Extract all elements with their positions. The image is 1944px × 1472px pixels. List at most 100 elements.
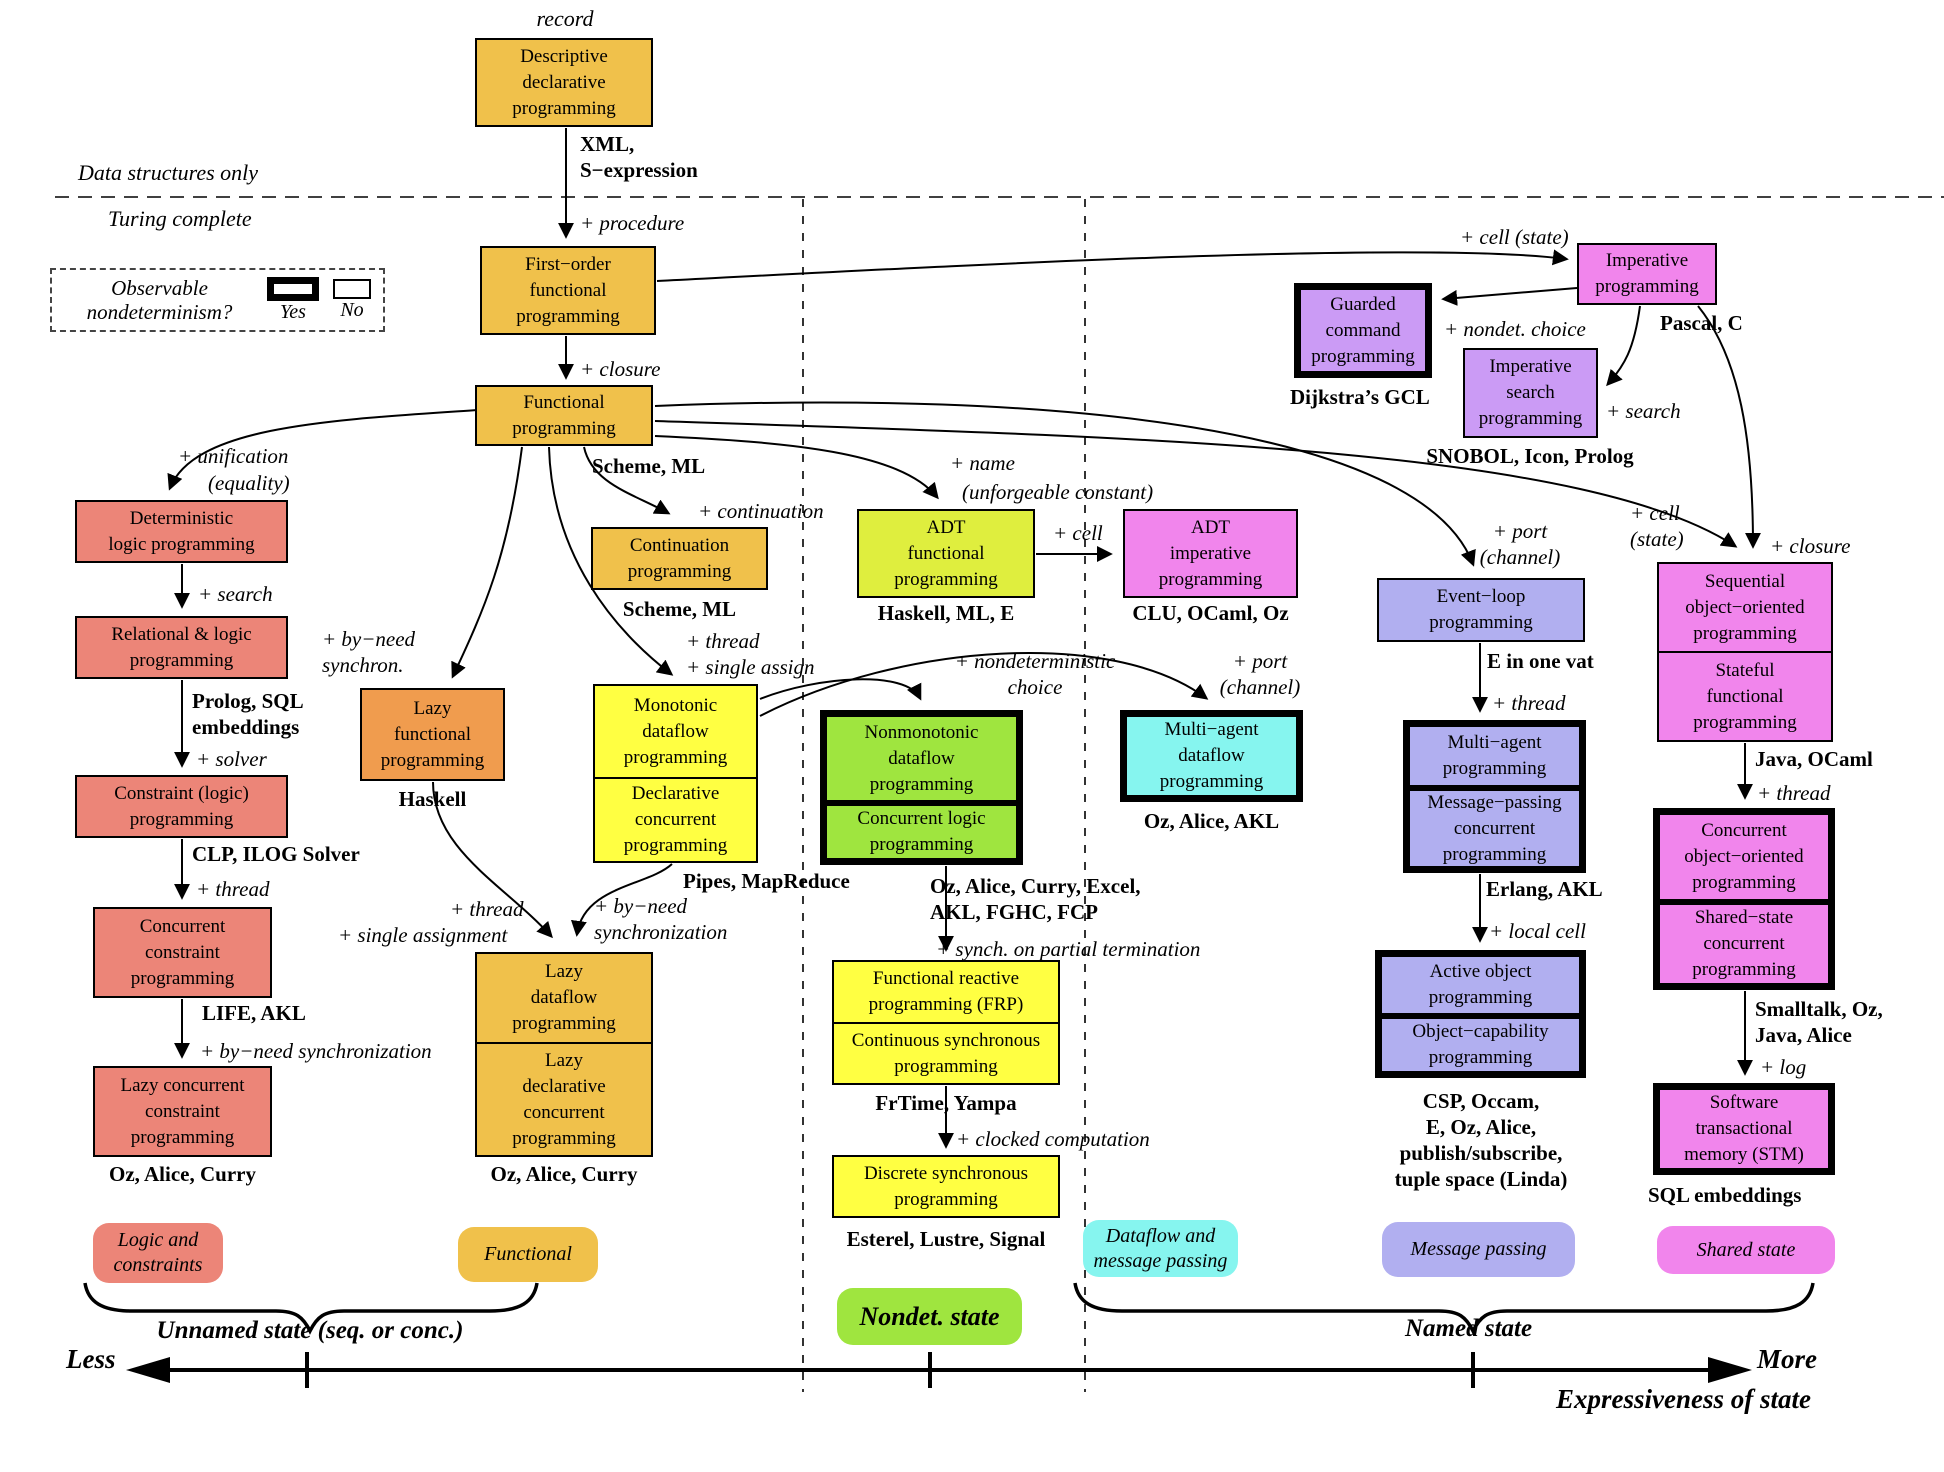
label-pipes-mapreduce: Pipes, MapReduce (683, 868, 850, 894)
text-line: embeddings (192, 715, 300, 739)
text-line: functional (529, 279, 607, 301)
text-line: concurrent (1703, 933, 1785, 954)
text-line: Scheme, ML (622, 597, 737, 621)
text-line: dataflow (1178, 745, 1245, 766)
node-multi-agent-segment-0: Multi−agent programming (1410, 727, 1579, 785)
text-line: programming (1428, 1047, 1533, 1068)
text-line: + synch. on partial termination (936, 937, 1201, 961)
text-line: + procedure (580, 211, 685, 235)
text-line: programming (1442, 758, 1547, 779)
label-data-structures-only: Data structures only (78, 160, 258, 186)
node-concurrent-oo-segment-1: Shared−state concurrent programming (1660, 899, 1828, 983)
badge-nondet-state: Nondet. state (837, 1288, 1022, 1345)
text-line: Esterel, Lustre, Signal (846, 1227, 1046, 1251)
text-line: dataflow (642, 720, 709, 742)
text-line: + thread (1492, 691, 1566, 715)
label-plus-name: + name (950, 450, 1015, 476)
text-line: SQL embeddings (1648, 1183, 1802, 1207)
text-line: Continuation (629, 534, 730, 556)
label-unforgeable: (unforgeable constant) (962, 479, 1153, 505)
node-active-object-segment-0: Active object programming (1382, 957, 1579, 1013)
text-line: programming (1693, 711, 1797, 733)
text-line: (channel) (1479, 545, 1561, 569)
text-line: programming (1311, 345, 1415, 367)
node-monotonic-dataflow-segment-0: Monotonic dataflow programming (595, 686, 756, 777)
text-line: Relational & logic (111, 623, 252, 645)
text-line: + closure (580, 357, 661, 381)
label-pascal-c: Pascal, C (1660, 310, 1743, 336)
text-line: programming (1692, 959, 1796, 980)
text-line: constraint (145, 941, 220, 963)
text-line: Nonmonotonic (864, 721, 979, 743)
label-plus-closure-2: + closure (1770, 533, 1850, 559)
label-frtime-yampa: FrTime, Yampa (832, 1090, 1060, 1116)
text-line: functional (1706, 685, 1784, 707)
text-line: + nondeterministic (954, 649, 1116, 673)
text-line: Object−capability (1412, 1021, 1549, 1042)
text-line: CLU, OCaml, Oz (1132, 601, 1289, 625)
text-line: object−oriented (1685, 596, 1805, 618)
legend-question-line1: Observable (111, 276, 208, 300)
arrow-functional-to-event-loop (654, 401, 1476, 567)
text-line: Multi−agent (1447, 732, 1542, 753)
text-line: + closure (1770, 534, 1851, 558)
text-line: programming (1442, 843, 1547, 865)
node-discrete-synchronous: Discrete synchronous programming (832, 1155, 1060, 1218)
text-line: functional (907, 542, 985, 564)
node-nonmonotonic-dataflow-segment-0: Nonmonotonic dataflow programming (827, 717, 1016, 800)
text-line: programming (894, 1188, 998, 1210)
text-line: (channel) (1219, 675, 1301, 699)
axis-arrowhead-left (126, 1357, 170, 1383)
text-line: programming (1159, 771, 1264, 792)
text-line: Concurrent (1701, 820, 1787, 841)
badge-shared-state-group: Shared state (1657, 1226, 1835, 1274)
text-line: Unnamed state (seq. or conc.) (156, 1317, 464, 1344)
text-line: + single assign (686, 655, 815, 679)
label-expressiveness: Expressiveness of state (1556, 1384, 1811, 1414)
text-line: programming (1478, 408, 1583, 429)
label-dijkstra-gcl: Dijkstra’s GCL (1290, 384, 1430, 410)
text-line: + single assignment (338, 923, 508, 947)
text-line: Continuous synchronous (851, 1029, 1041, 1051)
node-imperative-search: Imperative search programming (1463, 348, 1598, 438)
text-line: Shared−state (1694, 907, 1794, 928)
node-concurrent-constraint: Concurrent constraint programming (93, 907, 272, 998)
text-line: command (1325, 319, 1401, 341)
arrow-first-order-to-imperative (656, 249, 1569, 282)
node-descriptive-declarative: Descriptive declarative programming (475, 38, 653, 127)
text-line: Stateful (1715, 659, 1775, 681)
text-line: dataflow (888, 747, 955, 769)
text-line: Lazy (413, 697, 452, 719)
node-sequential-oo: Sequential object−oriented programming Stat… (1657, 562, 1833, 742)
text-line: synchron. (322, 653, 404, 677)
label-plus-single-assignment: + single assignment (338, 922, 507, 948)
text-line: Lazy (545, 1049, 583, 1071)
text-line: Imperative (1489, 356, 1572, 377)
label-e-in-one-vat: E in one vat (1487, 648, 1594, 674)
arrow-functional-to-sequential-oo (654, 420, 1738, 548)
text-line: Expressiveness of state (1556, 1384, 1811, 1414)
arrow-functional-to-deterministic-logic (167, 409, 479, 491)
text-line: Imperative (1605, 250, 1689, 271)
text-line: programming (1693, 622, 1797, 644)
text-line: Haskell, ML, E (877, 601, 1015, 625)
text-line: constraints (113, 1254, 203, 1276)
node-nonmonotonic-dataflow: Nonmonotonic dataflow programming Concurren… (820, 710, 1023, 865)
text-line: programming (130, 1126, 235, 1148)
label-plus-byneed-3: + by−need synchronization (594, 893, 727, 945)
text-line: concurrent (523, 1101, 605, 1123)
label-named-state: Named state (1405, 1316, 1532, 1342)
label-scheme-ml-1: Scheme, ML (592, 453, 705, 479)
text-line: + thread (1757, 781, 1831, 805)
label-plus-continuation: + continuation (698, 498, 824, 524)
text-line: Descriptive (520, 45, 608, 67)
label-haskell-ml-e: Haskell, ML, E (857, 600, 1035, 626)
node-multi-agent-segment-1: Message−passing concurrent programming (1410, 785, 1579, 866)
badge-dataflow-message-passing: Dataflow and message passing (1083, 1220, 1238, 1277)
node-guarded-command: Guarded command programming (1294, 283, 1432, 378)
label-plus-thread-2: + thread (450, 896, 523, 922)
label-erlang-akl: Erlang, AKL (1486, 876, 1603, 902)
text-line: + nondet. choice (1444, 317, 1586, 341)
label-clp-ilog: CLP, ILOG Solver (192, 841, 360, 867)
